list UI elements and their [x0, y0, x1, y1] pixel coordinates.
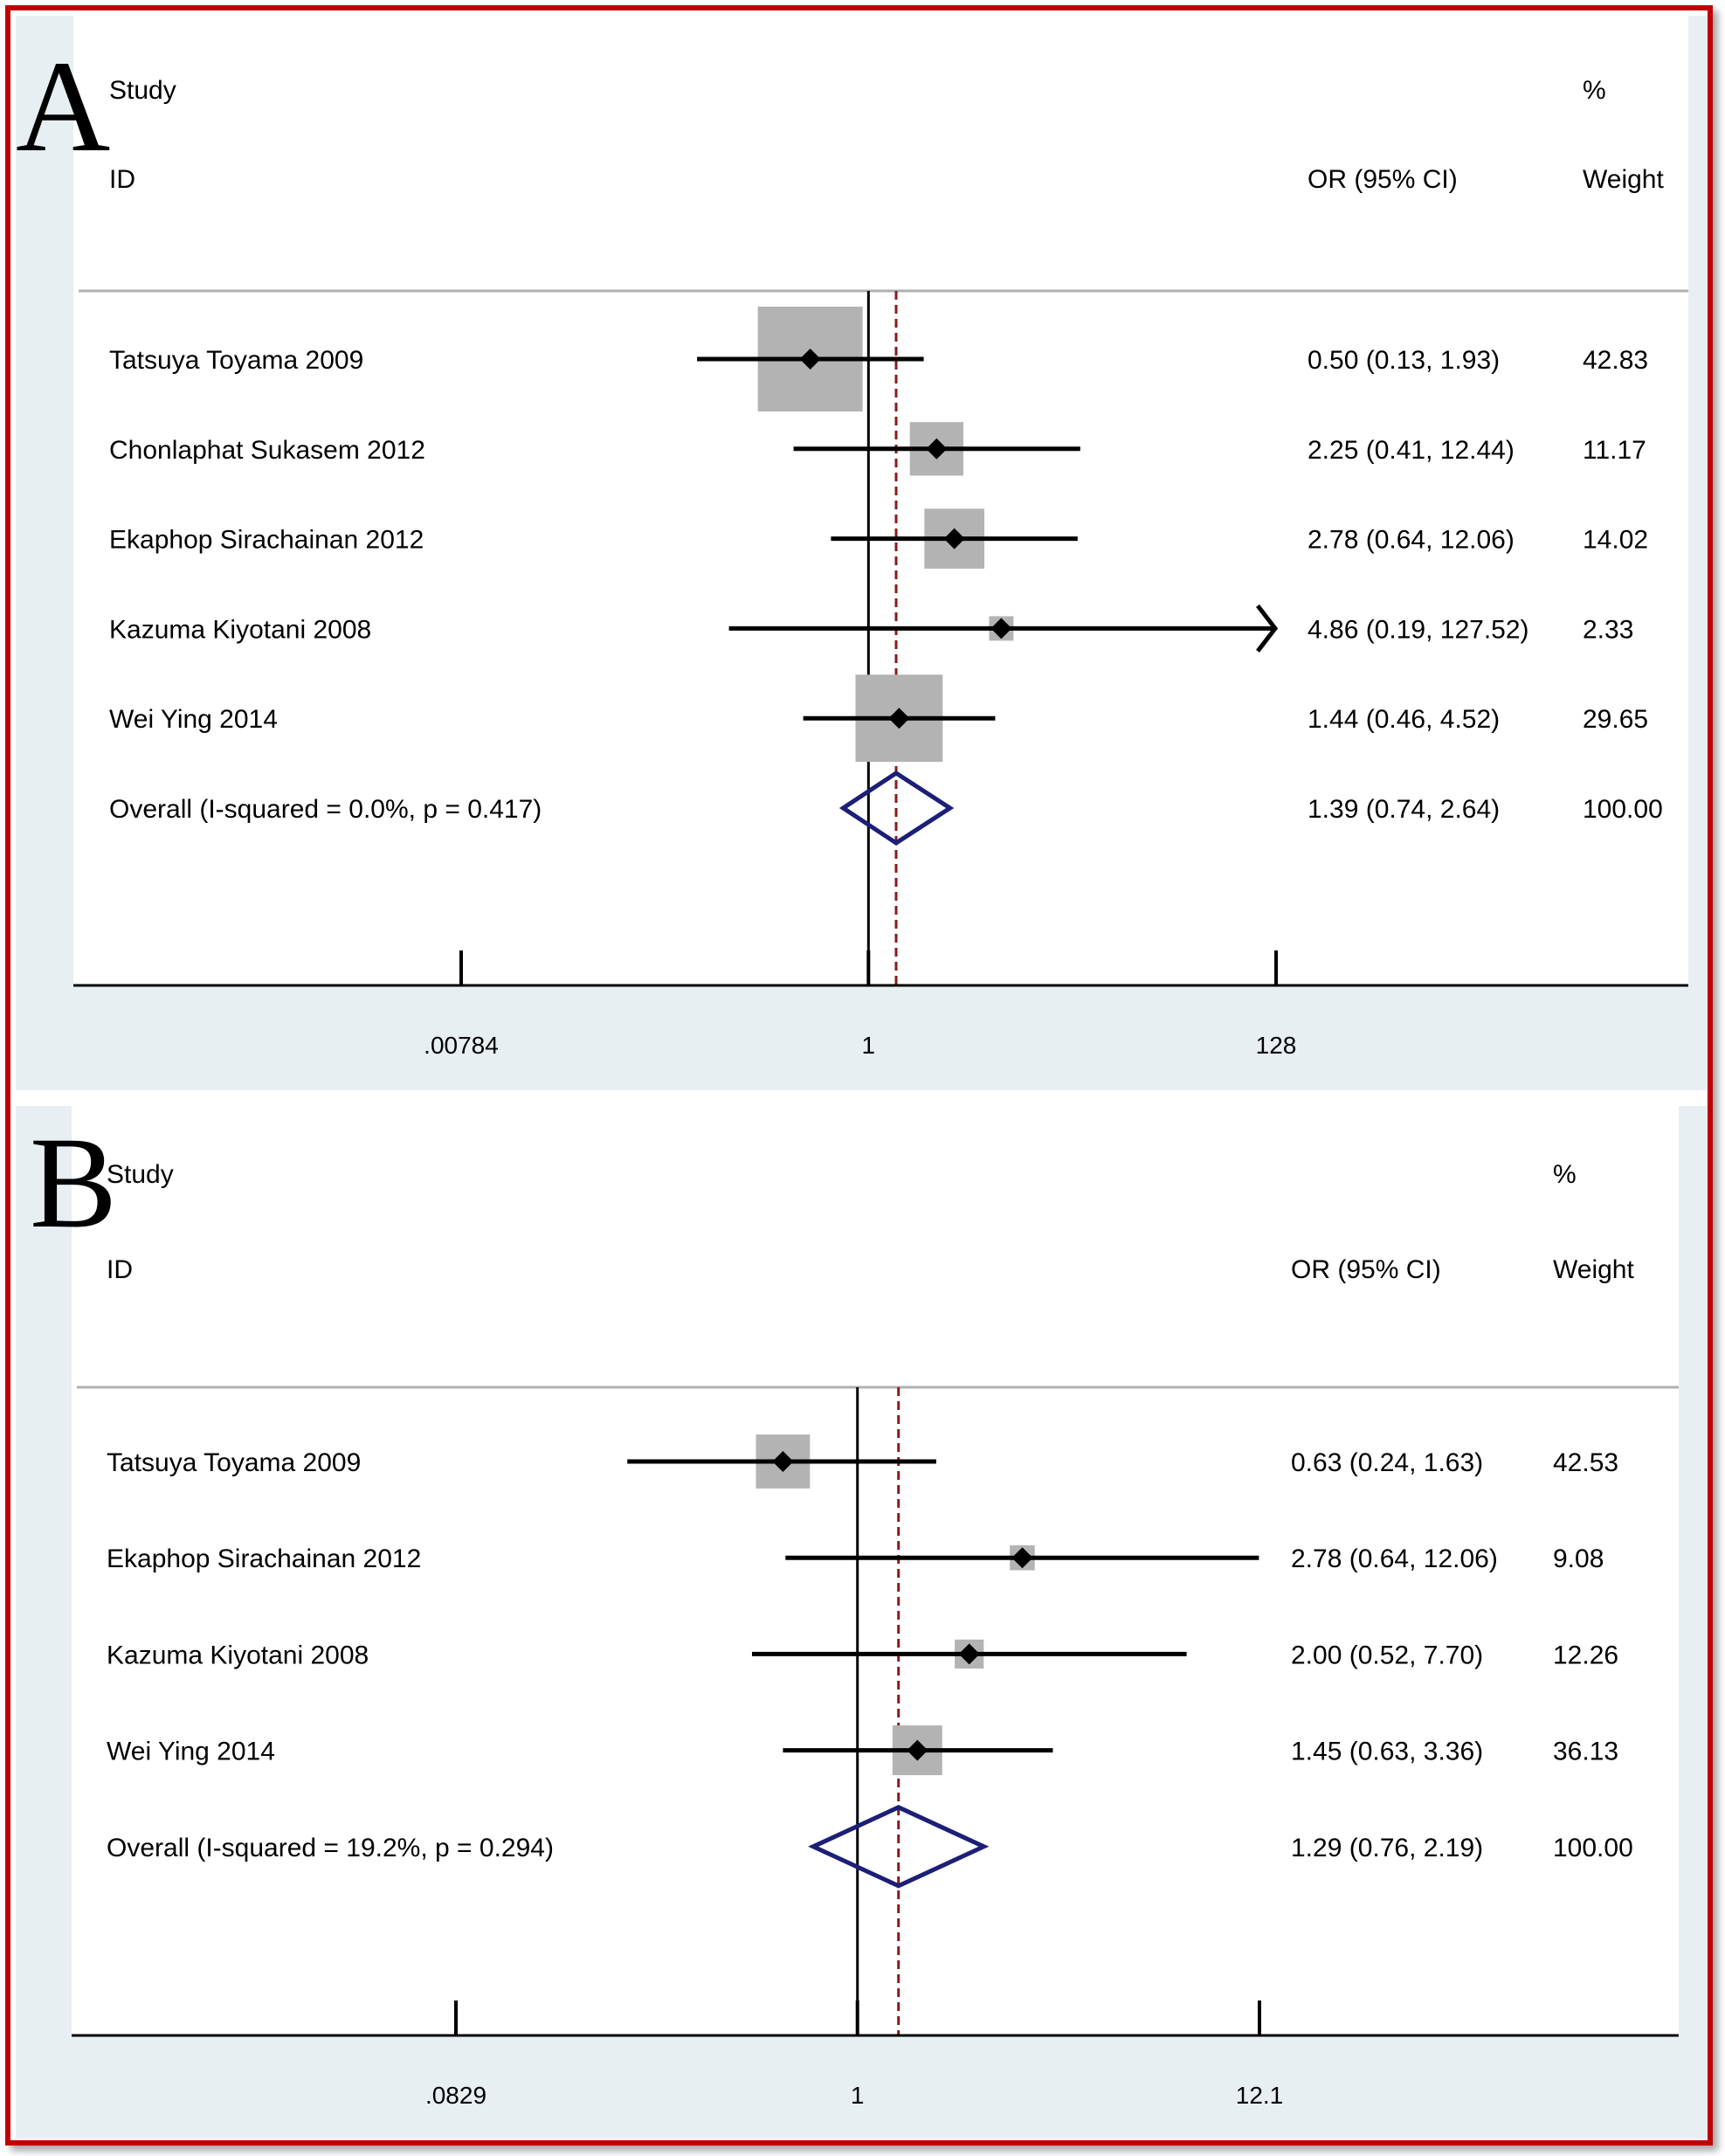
- panel-a-weight-text: 29.65: [1583, 705, 1648, 734]
- panel-b-weight-text: 12.26: [1553, 1641, 1618, 1669]
- panel-a-weight-text: 11.17: [1583, 436, 1646, 465]
- panel-a-header-pct: %: [1583, 76, 1606, 105]
- panel-a-point-estimate: [799, 349, 821, 370]
- panel-a-point-estimate: [943, 528, 965, 549]
- panel-b-header-study: Study: [107, 1160, 174, 1189]
- panel-b-point-estimate: [772, 1451, 794, 1472]
- panel-a-header-study: Study: [109, 76, 176, 105]
- panel-b-overall-weight-text: 100.00: [1553, 1834, 1633, 1862]
- panel-a-point-estimate: [926, 438, 948, 460]
- panel-a-or-text: 4.86 (0.19, 127.52): [1308, 615, 1529, 644]
- panel-b-study-label: Tatsuya Toyama 2009: [107, 1448, 361, 1477]
- panel-a-or-text: 0.50 (0.13, 1.93): [1308, 346, 1500, 375]
- panel-a-ci-arrow: [1256, 604, 1279, 653]
- panel-a-or-text: 2.25 (0.41, 12.44): [1308, 436, 1515, 465]
- panel-b-x-tick-label: 12.1: [1236, 2082, 1284, 2109]
- panel-b-margin-right: [1679, 1106, 1708, 2139]
- panel-a-overall-label: Overall (I-squared = 0.0%, p = 0.417): [109, 795, 542, 824]
- panel-a-or-text: 2.78 (0.64, 12.06): [1308, 526, 1515, 555]
- panel-a-margin-right: [1688, 16, 1708, 1090]
- panel-a-x-tick-label: 1: [862, 1032, 876, 1059]
- panel-b-letter: B: [30, 1110, 117, 1255]
- panel-b-overall-label: Overall (I-squared = 19.2%, p = 0.294): [107, 1834, 554, 1862]
- panel-b-point-estimate: [958, 1643, 980, 1665]
- panel-a-x-tick-label: 128: [1256, 1032, 1297, 1059]
- panel-b-point-estimate: [1011, 1547, 1033, 1569]
- panel-b-overall-or-text: 1.29 (0.76, 2.19): [1291, 1834, 1483, 1862]
- panel-a-weight-text: 2.33: [1583, 615, 1633, 644]
- panel-b-weight-text: 42.53: [1553, 1448, 1618, 1477]
- panel-a-study-label: Kazuma Kiyotani 2008: [109, 615, 371, 644]
- panel-a-header-or: OR (95% CI): [1308, 165, 1458, 194]
- panel-b-header-or: OR (95% CI): [1291, 1255, 1441, 1284]
- panel-a-overall-or-text: 1.39 (0.74, 2.64): [1308, 795, 1500, 824]
- panel-b-or-text: 1.45 (0.63, 3.36): [1291, 1738, 1483, 1766]
- panel-a: A Study ID OR (95% CI) % Weight Tatsuya …: [16, 16, 1708, 1090]
- panel-b-x-tick-label: 1: [851, 2082, 865, 2109]
- panel-a-overall-weight-text: 100.00: [1583, 795, 1663, 824]
- panel-b-or-text: 0.63 (0.24, 1.63): [1291, 1448, 1483, 1477]
- panel-a-letter: A: [16, 34, 110, 179]
- panel-b-header-id: ID: [107, 1255, 133, 1284]
- panel-b-margin-bottom: [16, 2035, 1708, 2139]
- panel-b-study-label: Wei Ying 2014: [107, 1738, 275, 1766]
- panel-b-overall-diamond: [808, 1805, 990, 1889]
- panel-a-study-label: Wei Ying 2014: [109, 705, 278, 734]
- panel-b-margin-left: [16, 1106, 72, 2139]
- panel-a-weight-text: 42.83: [1583, 346, 1648, 375]
- panel-b-header-pct: %: [1553, 1160, 1577, 1189]
- panel-b-study-label: Ekaphop Sirachainan 2012: [107, 1544, 421, 1573]
- panel-a-study-label: Chonlaphat Sukasem 2012: [109, 436, 425, 465]
- panel-b: B Study ID OR (95% CI) % Weight Tatsuya …: [16, 1106, 1708, 2139]
- panel-b-x-tick-label: .0829: [425, 2082, 486, 2109]
- panel-a-study-label: Tatsuya Toyama 2009: [109, 346, 363, 375]
- panel-a-header-id: ID: [109, 165, 135, 194]
- panel-b-or-text: 2.78 (0.64, 12.06): [1291, 1544, 1498, 1573]
- panel-b-study-label: Kazuma Kiyotani 2008: [107, 1641, 369, 1669]
- panel-b-weight-text: 9.08: [1553, 1544, 1604, 1573]
- panel-b-weight-text: 36.13: [1553, 1738, 1618, 1766]
- panel-b-or-text: 2.00 (0.52, 7.70): [1291, 1641, 1483, 1669]
- panel-a-weight-text: 14.02: [1583, 526, 1648, 555]
- panel-a-point-estimate: [990, 618, 1012, 639]
- panel-a-marks: Tatsuya Toyama 2009 0.50 (0.13, 1.93) 42.8…: [73, 291, 1688, 1059]
- panel-a-or-text: 1.44 (0.46, 4.52): [1308, 705, 1500, 734]
- panel-a-study-label: Ekaphop Sirachainan 2012: [109, 526, 424, 555]
- panel-b-point-estimate: [907, 1739, 928, 1761]
- panel-a-margin-bottom: [16, 985, 1708, 1090]
- panel-a-overall-diamond: [838, 770, 955, 846]
- panel-b-marks: Tatsuya Toyama 2009 0.63 (0.24, 1.63) 42.5…: [72, 1387, 1679, 2109]
- panel-b-header-weight: Weight: [1553, 1255, 1634, 1284]
- panel-a-x-tick-label: .00784: [424, 1032, 499, 1059]
- panel-a-header-weight: Weight: [1583, 165, 1664, 194]
- panel-a-margin-left: [16, 16, 73, 1090]
- panel-a-point-estimate: [888, 708, 910, 729]
